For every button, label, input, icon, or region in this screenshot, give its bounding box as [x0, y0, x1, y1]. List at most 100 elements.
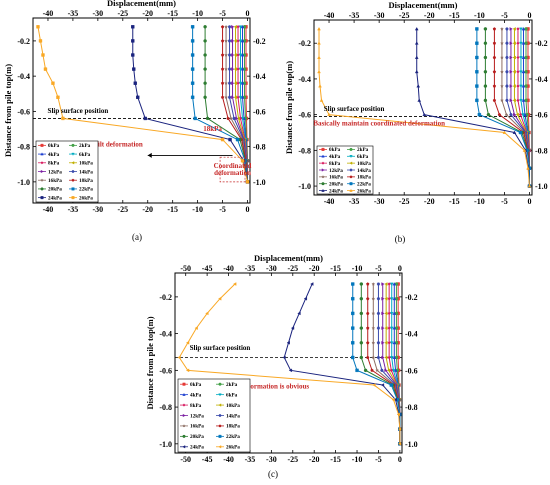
- data-point: [351, 355, 355, 360]
- y-tick-label-right: -0.4: [253, 72, 266, 81]
- legend-label: 22kPa: [79, 187, 93, 193]
- data-point: [505, 56, 509, 59]
- annotation-label: Basically maintain coordinated deformati…: [313, 119, 445, 127]
- data-point: [366, 355, 370, 359]
- data-point: [233, 39, 237, 43]
- x-tick-label-top: -30: [374, 11, 385, 20]
- data-point: [190, 81, 195, 85]
- data-point: [190, 67, 195, 71]
- data-point: [190, 95, 195, 99]
- data-point: [327, 112, 331, 117]
- series-line: [352, 284, 401, 444]
- data-point: [131, 53, 135, 57]
- data-point: [71, 170, 75, 173]
- series-line: [222, 26, 249, 182]
- data-point: [389, 356, 394, 360]
- y-tick-label-right: -1.0: [405, 440, 418, 449]
- data-point: [182, 382, 186, 386]
- data-point: [190, 25, 195, 29]
- legend-label: 16kPa: [48, 178, 62, 184]
- data-point: [387, 355, 391, 360]
- data-point: [519, 41, 523, 46]
- data-point: [384, 340, 388, 345]
- data-point: [231, 39, 235, 43]
- annotation-label: Coordinated: [214, 162, 252, 170]
- data-point: [521, 113, 525, 117]
- data-point: [143, 116, 147, 121]
- y-tick-label-left: -0.8: [17, 143, 30, 152]
- legend-label: 18kPa: [226, 424, 240, 430]
- y-axis-title: Distance from pile top(m): [145, 316, 155, 409]
- data-point: [500, 69, 504, 74]
- data-point: [389, 312, 394, 316]
- data-point: [502, 130, 507, 134]
- data-point: [321, 154, 325, 158]
- legend-label: 0kPa: [329, 147, 341, 153]
- y-tick-label-left: -0.8: [159, 403, 172, 412]
- data-point: [218, 403, 222, 407]
- data-point: [492, 55, 497, 59]
- data-point: [518, 130, 523, 135]
- data-point: [521, 55, 526, 59]
- data-point: [136, 95, 140, 99]
- data-point: [203, 25, 207, 29]
- x-tick-label-top: -50: [180, 264, 191, 273]
- data-point: [310, 282, 314, 286]
- data-point: [397, 441, 402, 446]
- x-tick-label-top: -30: [266, 264, 277, 273]
- legend-label: 4kPa: [48, 152, 60, 158]
- x-tick-label-bottom: -35: [68, 205, 79, 214]
- data-point: [492, 41, 497, 45]
- data-point: [232, 116, 236, 120]
- data-point: [71, 178, 75, 182]
- data-point: [389, 341, 394, 345]
- data-point: [380, 368, 384, 372]
- data-point: [416, 84, 421, 88]
- data-point: [238, 39, 243, 43]
- annotation-label: Sliding tilt deformation: [73, 141, 143, 149]
- data-point: [366, 282, 370, 286]
- data-point: [396, 412, 400, 417]
- data-point: [515, 112, 519, 117]
- data-point: [182, 413, 186, 418]
- legend-box: [35, 140, 99, 203]
- y-tick-label-left: -0.4: [298, 75, 311, 84]
- data-point: [203, 67, 207, 71]
- data-point: [359, 311, 364, 316]
- x-tick-label-top: -10: [474, 11, 485, 20]
- data-point: [512, 55, 516, 60]
- data-point: [521, 69, 526, 74]
- data-point: [475, 70, 479, 74]
- x-tick-label-top: -35: [349, 11, 360, 20]
- data-point: [240, 95, 245, 99]
- x-tick-label-bottom: -15: [330, 455, 341, 464]
- data-point: [133, 81, 137, 85]
- data-point: [381, 296, 385, 301]
- data-point: [185, 340, 190, 345]
- data-point: [355, 368, 359, 373]
- data-point: [227, 39, 232, 43]
- legend-label: 0kPa: [48, 143, 60, 149]
- data-point: [218, 393, 222, 397]
- y-tick-label-left: -0.4: [17, 72, 30, 81]
- data-point: [414, 27, 419, 31]
- data-point: [372, 383, 376, 387]
- data-point: [527, 184, 532, 188]
- data-point: [288, 368, 293, 373]
- data-point: [521, 41, 526, 45]
- data-point: [475, 84, 479, 88]
- data-point: [519, 70, 523, 74]
- x-tick-label-top: -40: [324, 11, 335, 20]
- x-tick-label-bottom: -10: [474, 197, 485, 206]
- data-point: [392, 296, 397, 301]
- panel-label: (b): [395, 234, 406, 244]
- data-point: [56, 95, 60, 99]
- y-tick-label-right: -0.2: [535, 39, 548, 48]
- data-point: [492, 84, 497, 88]
- data-point: [371, 355, 376, 360]
- data-point: [492, 98, 497, 102]
- x-tick-label-bottom: -5: [375, 455, 382, 464]
- data-point: [190, 53, 195, 57]
- legend-label: 26kPa: [226, 445, 240, 451]
- data-point: [240, 24, 245, 29]
